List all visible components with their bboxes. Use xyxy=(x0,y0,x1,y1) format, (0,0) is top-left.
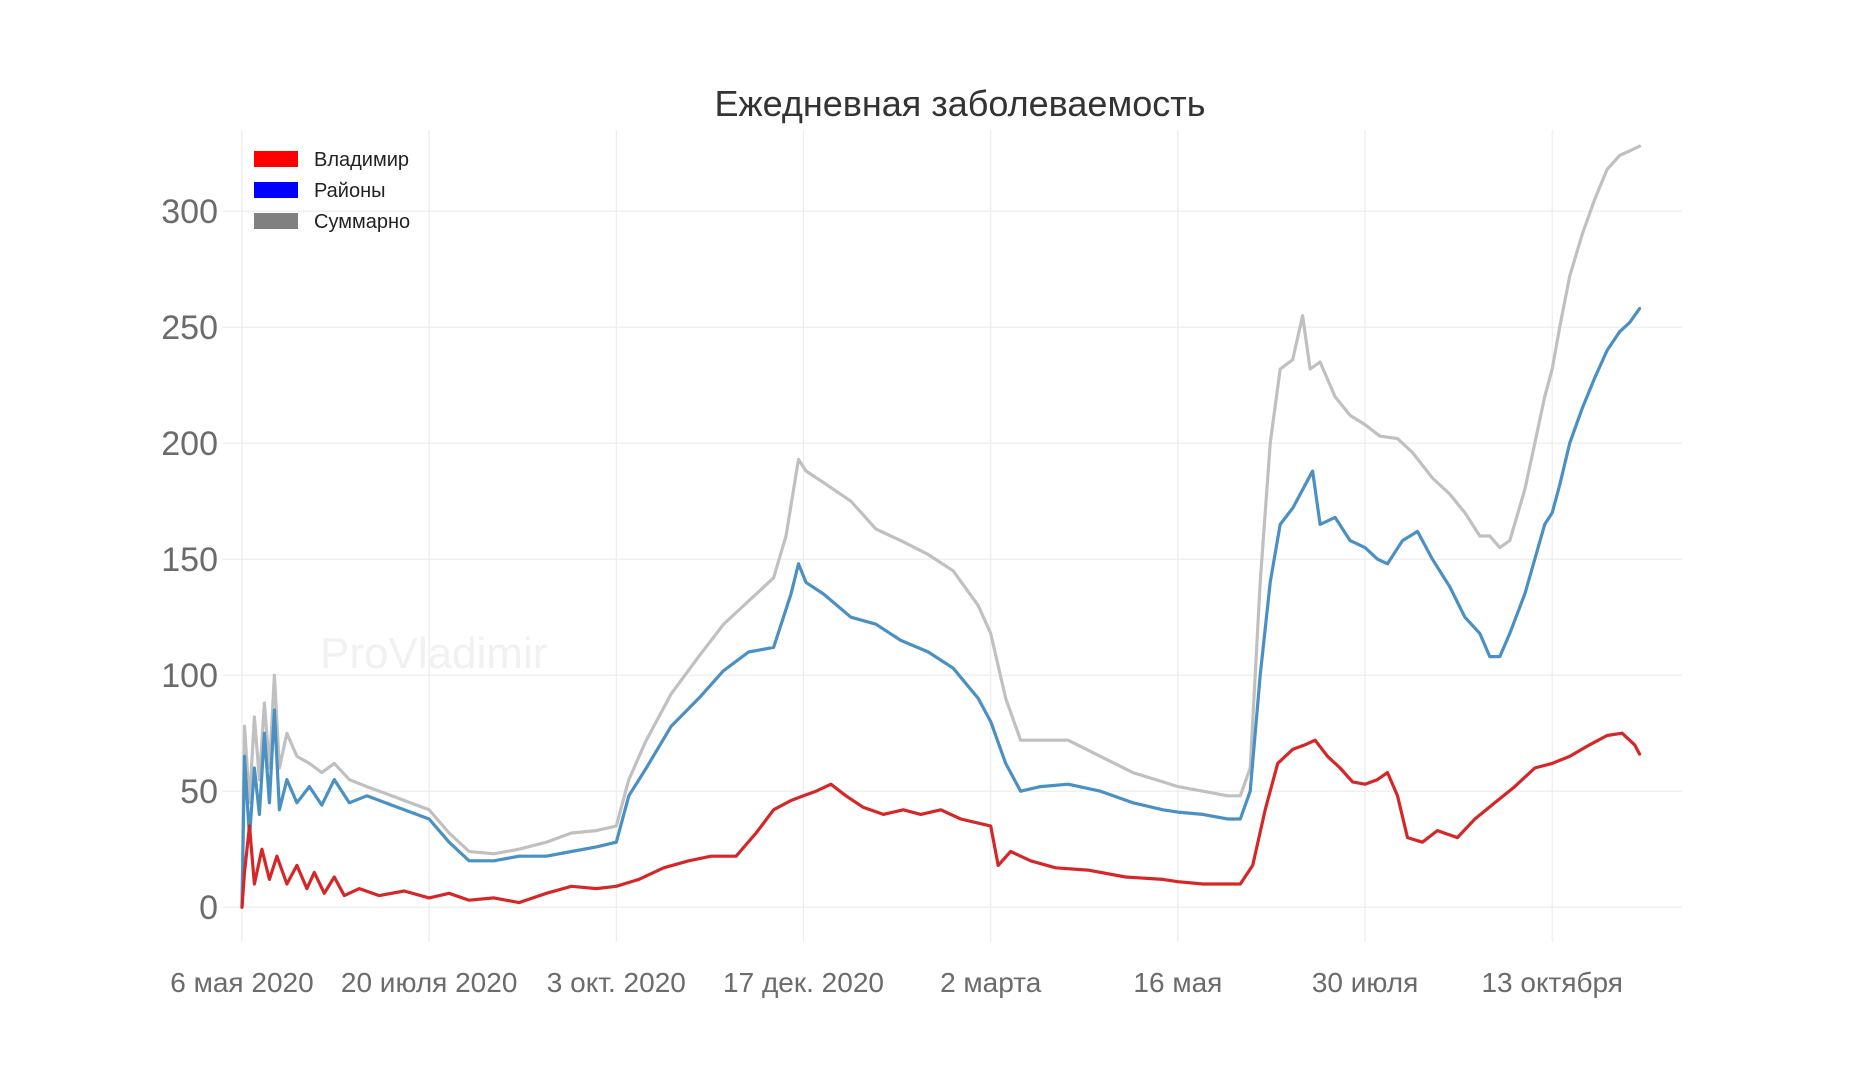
series-layer xyxy=(240,144,1642,909)
x-tick-label: 13 октября xyxy=(1481,967,1623,998)
legend-swatch xyxy=(254,182,298,198)
x-tick-label: 30 июля xyxy=(1312,967,1418,998)
x-tick-label: 17 дек. 2020 xyxy=(723,967,884,998)
y-tick-label: 100 xyxy=(161,657,218,695)
series-line-1 xyxy=(240,307,1642,909)
x-tick-label: 20 июля 2020 xyxy=(341,967,518,998)
legend-swatch xyxy=(254,151,298,167)
series-line-0 xyxy=(240,731,1642,909)
y-tick-label: 200 xyxy=(161,425,218,463)
grid xyxy=(222,130,1682,942)
y-tick-label: 250 xyxy=(161,309,218,347)
series-line-2 xyxy=(240,144,1642,909)
y-axis-ticks: 0 50 100 150 200 250 300 xyxy=(161,193,218,927)
legend-label: Владимир xyxy=(314,149,409,171)
x-tick-label: 2 марта xyxy=(940,967,1042,998)
y-tick-label: 300 xyxy=(161,193,218,231)
y-tick-label: 50 xyxy=(180,773,218,811)
legend-swatch xyxy=(254,213,298,229)
x-tick-label: 3 окт. 2020 xyxy=(547,967,686,998)
legend-label: Районы xyxy=(314,180,386,202)
x-tick-label: 6 мая 2020 xyxy=(170,967,313,998)
y-tick-label: 0 xyxy=(199,889,218,927)
watermark: ProVladimir xyxy=(320,629,547,678)
x-tick-label: 16 мая xyxy=(1133,967,1222,998)
chart-title: Ежедневная заболеваемость xyxy=(715,83,1206,124)
x-axis-ticks: 6 мая 2020 20 июля 2020 3 окт. 2020 17 дек.… xyxy=(170,967,1623,998)
legend-label: Суммарно xyxy=(314,211,410,233)
legend: Владимир Районы Суммарно xyxy=(254,149,410,233)
y-tick-label: 150 xyxy=(161,541,218,579)
